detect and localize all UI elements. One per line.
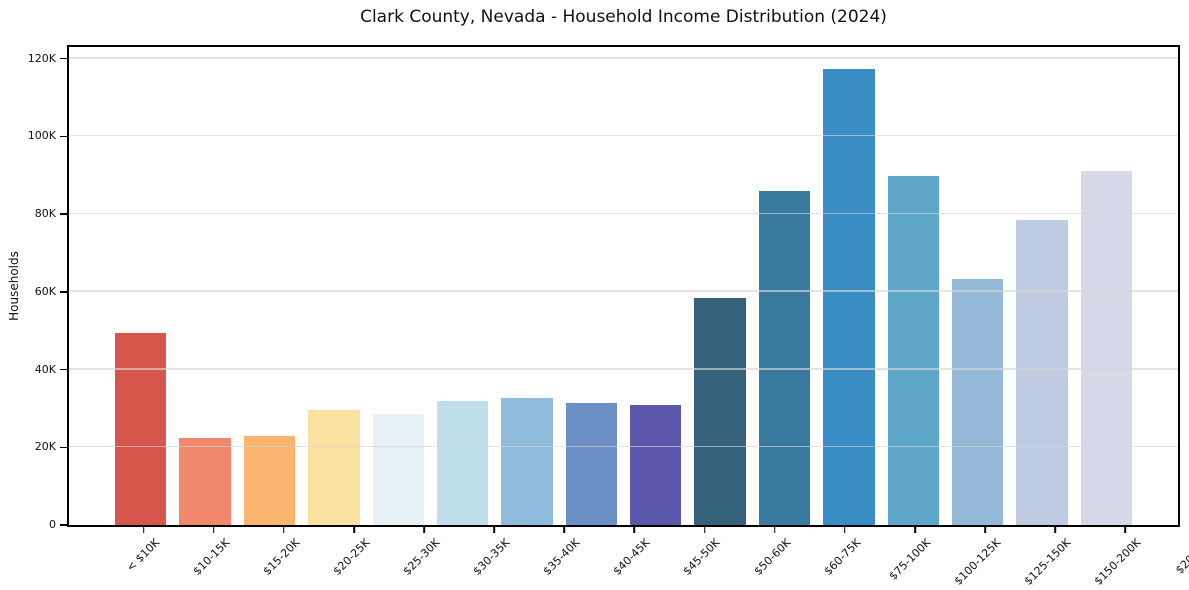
- x-axis-ticks: < $10K $10-15K $15-20K $20-25K $25-30K $30-35…: [69, 527, 1189, 589]
- y-tick-label: 60K: [34, 284, 56, 298]
- bar-125-150k: [951, 279, 1004, 525]
- x-slot: $10-15K: [185, 527, 242, 589]
- x-slot: $45-50K: [676, 527, 733, 589]
- x-slot: $35-40K: [536, 527, 593, 589]
- bar-60-75k: [758, 190, 811, 525]
- x-tick-label: $100-125K: [951, 536, 1004, 588]
- x-tick-mark: [1054, 527, 1056, 533]
- x-tick-label: $60-75K: [821, 536, 864, 578]
- x-tick-label: $50-60K: [751, 536, 793, 578]
- x-tick-label: $150-200K: [1091, 536, 1144, 588]
- x-tick-mark: [914, 527, 916, 533]
- bar-100-125k: [887, 176, 939, 525]
- y-tick-mark: [60, 446, 67, 449]
- bars-container: [69, 47, 1178, 525]
- bar-25-30k: [372, 413, 424, 525]
- x-tick-label: $15-20K: [260, 536, 303, 578]
- x-slot: < $10K: [115, 527, 172, 589]
- x-tick-mark: [844, 527, 846, 533]
- x-tick-label: $30-35K: [470, 536, 513, 578]
- x-slot: $60-75K: [816, 527, 873, 589]
- bar-35-40k: [501, 397, 553, 525]
- y-tick-label: 40K: [34, 362, 56, 376]
- bar-10k: [115, 333, 167, 525]
- y-tick-mark: [60, 524, 67, 526]
- x-tick-mark: [283, 527, 285, 533]
- bar-200k: [1080, 170, 1132, 525]
- y-tick-mark: [60, 291, 67, 293]
- x-tick-mark: [773, 527, 776, 533]
- y-tick-mark: [60, 213, 67, 215]
- x-slot: $20-25K: [325, 527, 382, 589]
- x-tick-label: $200K+: [1173, 536, 1189, 577]
- bar-50-60k: [694, 298, 746, 525]
- x-tick-label: $75-100K: [886, 536, 934, 583]
- y-tick-label: 80K: [34, 207, 56, 221]
- x-tick-label: < $10K: [123, 536, 162, 575]
- y-tick-mark: [60, 368, 67, 371]
- bar-20-25k: [308, 410, 360, 525]
- x-tick-mark: [353, 527, 355, 533]
- plot-area: [67, 45, 1180, 527]
- x-slot: $200K+: [1167, 527, 1189, 589]
- y-tick-label: 20K: [34, 440, 56, 454]
- x-tick-mark: [563, 527, 566, 533]
- y-tick-label: 120K: [27, 51, 56, 65]
- x-tick-mark: [1124, 527, 1127, 533]
- x-tick-mark: [423, 527, 425, 533]
- x-slot: $75-100K: [886, 527, 943, 589]
- x-slot: $125-150K: [1022, 527, 1084, 589]
- x-slot: $150-200K: [1092, 527, 1154, 589]
- y-tick-label: 0: [49, 518, 56, 531]
- x-tick-label: $40-45K: [610, 536, 653, 578]
- x-slot: $30-35K: [466, 527, 523, 589]
- x-slot: $15-20K: [255, 527, 312, 589]
- bar-150-200k: [1016, 219, 1068, 525]
- x-slot: $50-60K: [746, 527, 803, 589]
- bar-30-35k: [436, 401, 489, 525]
- x-tick-mark: [633, 527, 636, 533]
- bar-15-20k: [243, 435, 296, 525]
- x-tick-mark: [142, 527, 145, 533]
- x-slot: $40-45K: [606, 527, 663, 589]
- x-slot: $100-125K: [952, 527, 1014, 589]
- x-tick-label: $10-15K: [190, 536, 232, 578]
- x-tick-label: $35-40K: [540, 536, 583, 578]
- x-tick-label: $45-50K: [680, 536, 723, 578]
- x-tick-mark: [493, 527, 495, 533]
- x-slot: $25-30K: [396, 527, 453, 589]
- x-tick-mark: [984, 527, 986, 533]
- bar-40-45k: [565, 402, 617, 525]
- x-tick-label: $25-30K: [400, 536, 443, 578]
- y-tick-label: 100K: [27, 129, 56, 143]
- chart-title: Clark County, Nevada - Household Income …: [360, 7, 887, 27]
- x-tick-label: $125-150K: [1021, 536, 1074, 588]
- x-tick-mark: [703, 527, 706, 533]
- bar-45-50k: [630, 404, 682, 525]
- x-tick-label: $20-25K: [330, 536, 373, 578]
- y-tick-mark: [60, 57, 67, 60]
- bar-75-100k: [823, 68, 875, 525]
- bar-10-15k: [179, 437, 231, 525]
- y-tick-mark: [60, 135, 67, 138]
- x-tick-mark: [212, 527, 215, 533]
